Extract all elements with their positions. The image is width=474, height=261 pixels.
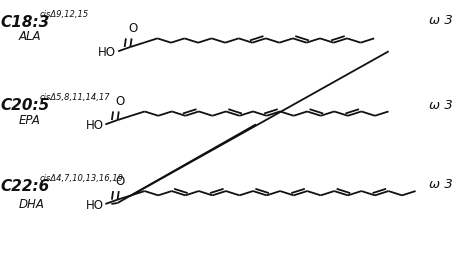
Text: C20:5: C20:5	[1, 98, 50, 113]
Text: EPA: EPA	[19, 114, 41, 127]
Text: ω 3: ω 3	[429, 14, 453, 27]
Text: HO: HO	[85, 199, 103, 212]
Text: O: O	[128, 22, 137, 35]
Text: DHA: DHA	[19, 198, 45, 211]
Text: C18:3: C18:3	[1, 15, 50, 30]
Text: ω 3: ω 3	[429, 178, 453, 191]
Text: cisΔ5,8,11,14,17: cisΔ5,8,11,14,17	[40, 93, 110, 102]
Text: cisΔ9,12,15: cisΔ9,12,15	[40, 10, 89, 19]
Text: HO: HO	[98, 46, 116, 59]
Text: C22:6: C22:6	[1, 179, 50, 194]
Text: ALA: ALA	[19, 29, 41, 43]
Text: ω 3: ω 3	[429, 99, 453, 112]
Text: O: O	[115, 175, 124, 188]
Text: O: O	[115, 95, 124, 108]
Text: cisΔ4,7,10,13,16,19: cisΔ4,7,10,13,16,19	[40, 174, 124, 183]
Text: HO: HO	[85, 119, 103, 132]
